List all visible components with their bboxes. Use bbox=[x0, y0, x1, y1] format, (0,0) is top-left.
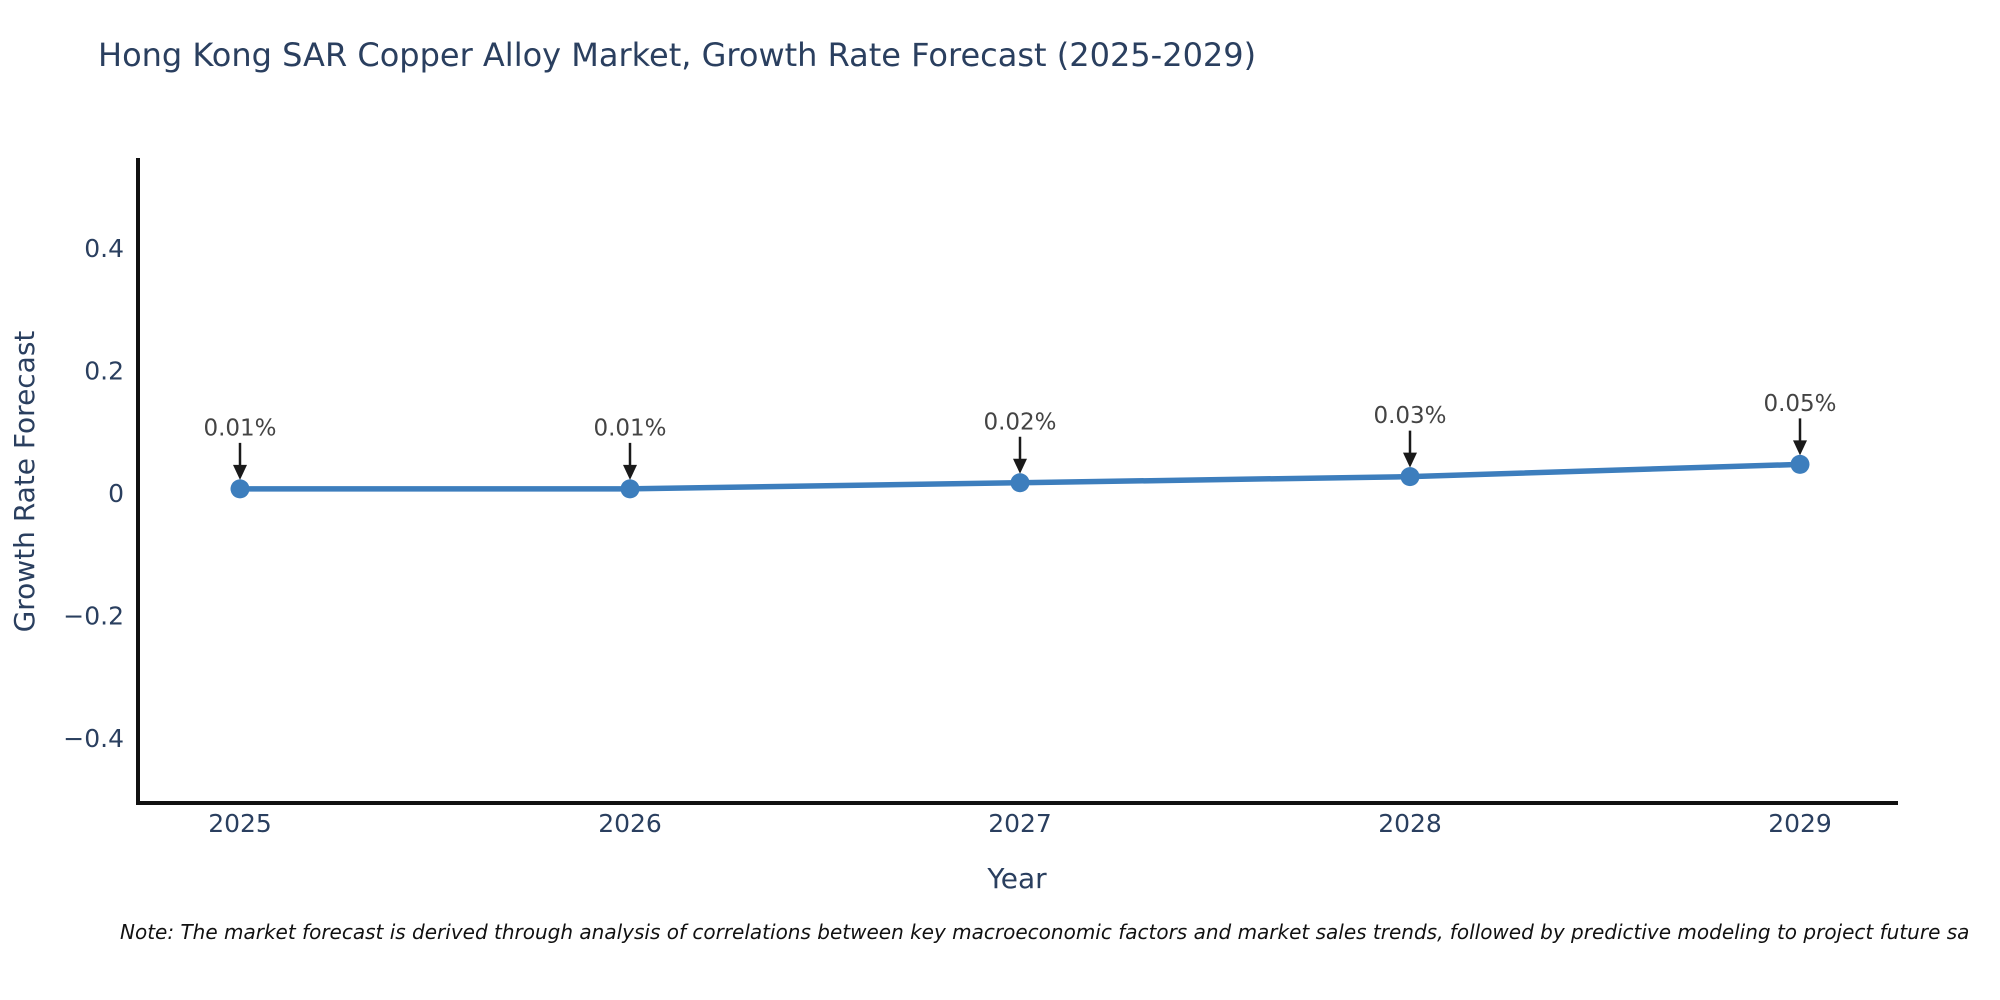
x-tick-label: 2029 bbox=[1768, 809, 1832, 838]
annotation-label: 0.01% bbox=[203, 415, 276, 441]
annotation-label: 0.02% bbox=[983, 409, 1056, 435]
annotation-label: 0.03% bbox=[1373, 403, 1446, 429]
y-tick-label: 0 bbox=[108, 479, 124, 508]
footnote: Note: The market forecast is derived thr… bbox=[120, 920, 1970, 944]
annotation-label: 0.05% bbox=[1763, 391, 1836, 417]
data-point bbox=[1010, 473, 1030, 493]
x-axis-title: Year bbox=[986, 862, 1047, 895]
y-tick-label: 0.2 bbox=[84, 357, 124, 386]
x-tick-label: 2026 bbox=[598, 809, 662, 838]
annotation-arrowhead bbox=[1013, 458, 1027, 474]
data-point bbox=[1400, 467, 1420, 487]
annotation-arrowhead bbox=[623, 464, 637, 480]
x-tick-label: 2027 bbox=[988, 809, 1052, 838]
annotation-arrowhead bbox=[1793, 440, 1807, 456]
annotation-label: 0.01% bbox=[593, 415, 666, 441]
data-point bbox=[1790, 454, 1810, 474]
chart-title: Hong Kong SAR Copper Alloy Market, Growt… bbox=[98, 36, 1257, 74]
data-point bbox=[230, 479, 250, 499]
data-point bbox=[620, 479, 640, 499]
x-tick-label: 2028 bbox=[1378, 809, 1442, 838]
y-axis-title: Growth Rate Forecast bbox=[8, 331, 41, 633]
y-tick-label: 0.4 bbox=[84, 234, 124, 263]
x-tick-label: 2025 bbox=[208, 809, 272, 838]
annotation-arrowhead bbox=[233, 464, 247, 480]
y-tick-label: −0.4 bbox=[63, 724, 124, 753]
annotation-arrowhead bbox=[1403, 452, 1417, 468]
y-tick-label: −0.2 bbox=[63, 602, 124, 631]
